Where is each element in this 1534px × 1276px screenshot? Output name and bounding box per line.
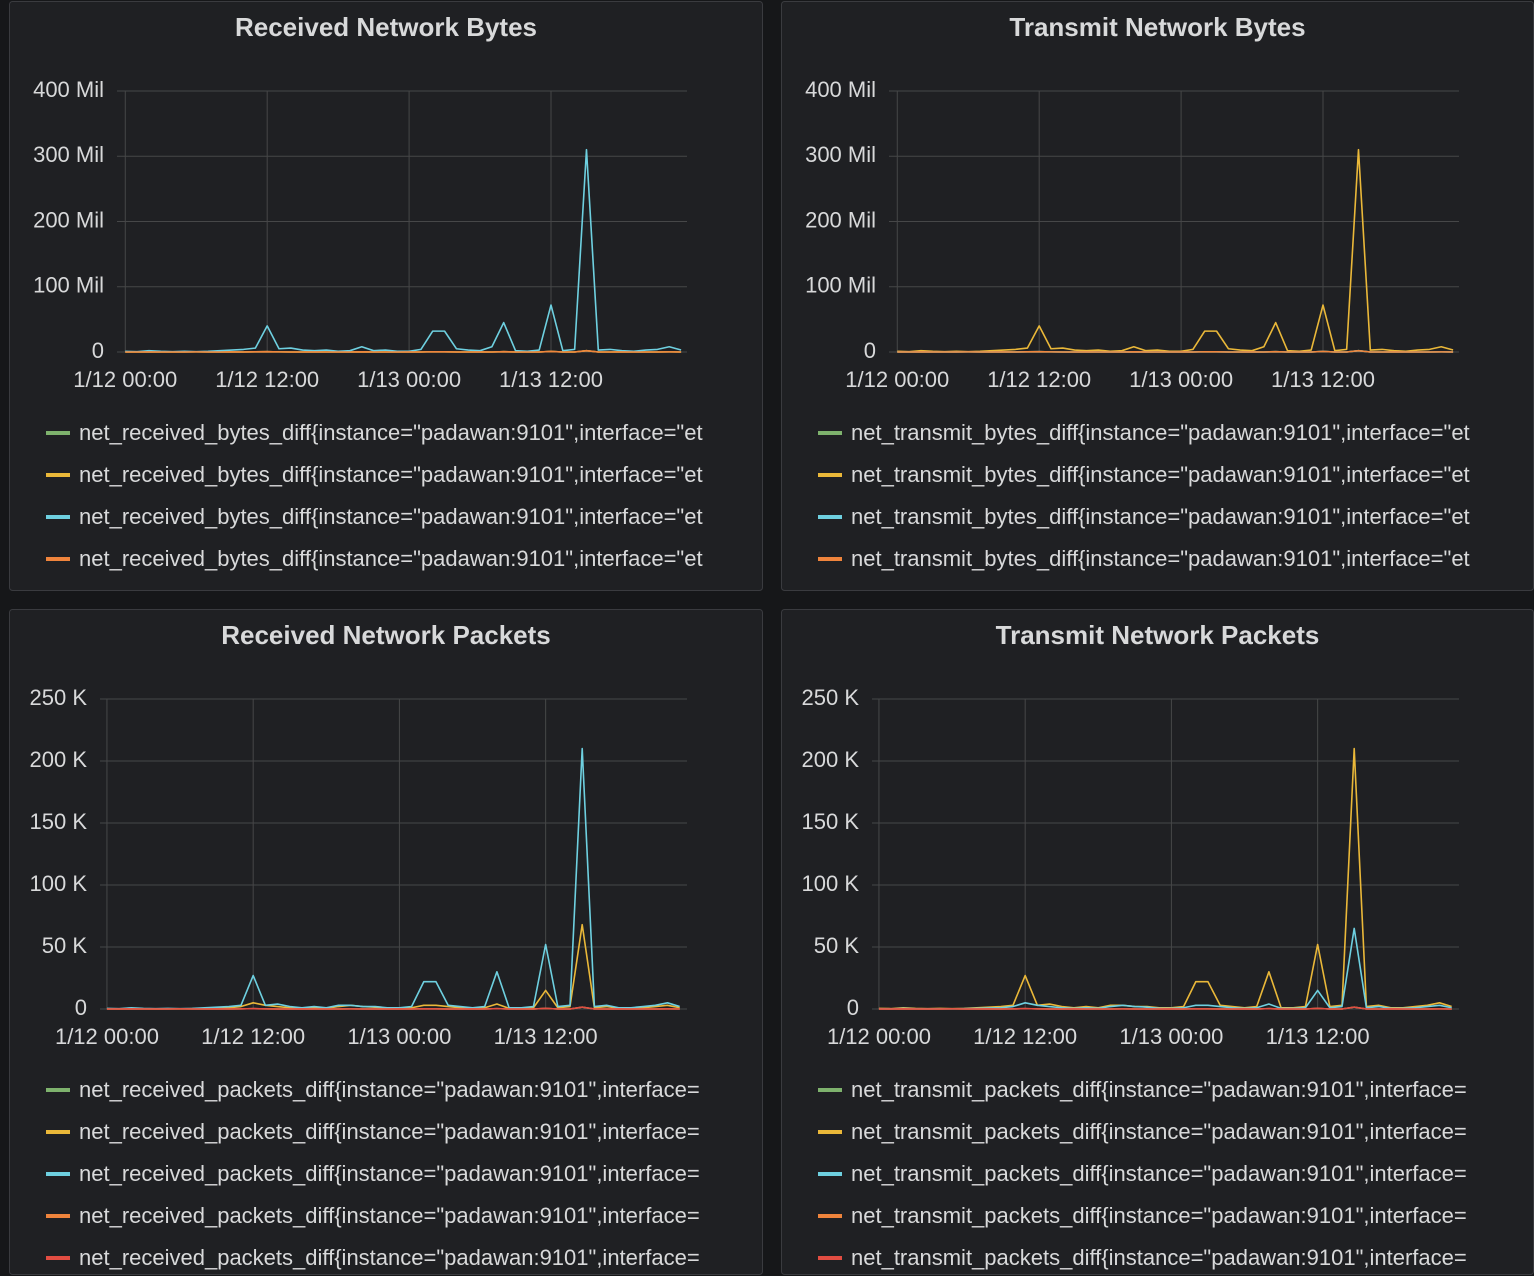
y-tick-label: 0 xyxy=(75,995,87,1020)
y-tick-label: 0 xyxy=(864,338,876,363)
y-tick-label: 0 xyxy=(847,995,859,1020)
panel-content: Transmit Network Packets 0 50 K 100 K 150 K 2… xyxy=(802,620,1467,1270)
panel: Transmit Network Packets 0 50 K 100 K 150 K 2… xyxy=(781,609,1534,1275)
legend-entry: net_received_bytes_diff{instance="padawa… xyxy=(79,504,703,529)
legend-entry: net_transmit_packets_diff{instance="pada… xyxy=(851,1077,1467,1102)
y-tick-label: 50 K xyxy=(814,933,860,958)
legend-entry: net_transmit_bytes_diff{instance="padawa… xyxy=(851,462,1470,487)
y-tick-label: 50 K xyxy=(42,933,88,958)
y-tick-label: 300 Mil xyxy=(805,142,876,167)
legend-entry: net_transmit_packets_diff{instance="pada… xyxy=(851,1245,1467,1270)
plot-area xyxy=(897,148,1454,353)
x-tick-label: 1/12 00:00 xyxy=(73,367,177,392)
panel-content: Transmit Network Bytes 0 100 Mil 200 Mil 300… xyxy=(805,12,1470,571)
panel: Transmit Network Bytes 0 100 Mil 200 Mil 300… xyxy=(781,1,1534,591)
panel-title: Transmit Network Bytes xyxy=(1009,12,1305,42)
x-tick-label: 1/13 12:00 xyxy=(1266,1024,1370,1049)
x-tick-label: 1/12 00:00 xyxy=(827,1024,931,1049)
legend-entry: net_received_bytes_diff{instance="padawa… xyxy=(79,462,703,487)
plot-area xyxy=(878,747,1452,1010)
legend-entry: net_received_bytes_diff{instance="padawa… xyxy=(79,546,703,571)
y-tick-label: 250 K xyxy=(802,685,860,710)
x-tick-label: 1/12 00:00 xyxy=(55,1024,159,1049)
panel-title: Transmit Network Packets xyxy=(996,620,1320,650)
legend-entry: net_received_packets_diff{instance="pada… xyxy=(79,1161,700,1186)
legend-entry: net_received_packets_diff{instance="pada… xyxy=(79,1203,700,1228)
panel-background xyxy=(781,1,1534,591)
panel-content: Received Network Bytes 0 100 Mil 200 Mil 300… xyxy=(33,12,703,571)
y-tick-label: 300 Mil xyxy=(33,142,104,167)
x-tick-label: 1/13 00:00 xyxy=(1129,367,1233,392)
legend-entry: net_received_packets_diff{instance="pada… xyxy=(79,1245,700,1270)
legend-entry: net_transmit_packets_diff{instance="pada… xyxy=(851,1203,1467,1228)
y-tick-label: 150 K xyxy=(802,809,860,834)
x-tick-label: 1/13 12:00 xyxy=(1271,367,1375,392)
y-tick-label: 100 K xyxy=(802,871,860,896)
series-line xyxy=(106,747,680,1010)
plot-area xyxy=(106,747,680,1010)
panel-title: Received Network Bytes xyxy=(235,12,537,42)
legend-entry: net_received_packets_diff{instance="pada… xyxy=(79,1119,700,1144)
y-tick-label: 150 K xyxy=(30,809,88,834)
panel-background xyxy=(9,609,763,1275)
y-tick-label: 200 Mil xyxy=(33,207,104,232)
y-tick-label: 400 Mil xyxy=(33,77,104,102)
y-tick-label: 200 Mil xyxy=(805,207,876,232)
series-line xyxy=(125,349,682,353)
plot-area xyxy=(125,148,682,353)
series-line xyxy=(897,349,1454,353)
y-tick-label: 100 K xyxy=(30,871,88,896)
y-tick-label: 100 Mil xyxy=(33,273,104,298)
y-tick-label: 200 K xyxy=(30,747,88,772)
legend-entry: net_transmit_bytes_diff{instance="padawa… xyxy=(851,420,1470,445)
legend-entry: net_transmit_packets_diff{instance="pada… xyxy=(851,1161,1467,1186)
x-tick-label: 1/13 00:00 xyxy=(347,1024,451,1049)
x-tick-label: 1/12 12:00 xyxy=(987,367,1091,392)
legend-entry: net_received_bytes_diff{instance="padawa… xyxy=(79,420,703,445)
y-tick-label: 100 Mil xyxy=(805,273,876,298)
y-tick-label: 0 xyxy=(92,338,104,363)
panel-content: Received Network Packets 0 50 K 100 K 150 K 2… xyxy=(30,620,700,1270)
x-tick-label: 1/12 12:00 xyxy=(973,1024,1077,1049)
x-tick-label: 1/13 00:00 xyxy=(1119,1024,1223,1049)
legend-entry: net_transmit_packets_diff{instance="pada… xyxy=(851,1119,1467,1144)
panel-title: Received Network Packets xyxy=(221,620,551,650)
x-tick-label: 1/12 12:00 xyxy=(201,1024,305,1049)
legend-entry: net_transmit_bytes_diff{instance="padawa… xyxy=(851,546,1470,571)
series-line xyxy=(878,1006,1452,1010)
legend-entry: net_transmit_bytes_diff{instance="padawa… xyxy=(851,504,1470,529)
legend-entry: net_received_packets_diff{instance="pada… xyxy=(79,1077,700,1102)
x-tick-label: 1/12 12:00 xyxy=(215,367,319,392)
x-tick-label: 1/13 12:00 xyxy=(499,367,603,392)
x-tick-label: 1/12 00:00 xyxy=(845,367,949,392)
y-tick-label: 250 K xyxy=(30,685,88,710)
series-line xyxy=(106,1006,680,1010)
x-tick-label: 1/13 00:00 xyxy=(357,367,461,392)
y-tick-label: 200 K xyxy=(802,747,860,772)
x-tick-label: 1/13 12:00 xyxy=(494,1024,598,1049)
panel-background xyxy=(9,1,763,591)
panel: Received Network Bytes 0 100 Mil 200 Mil 300… xyxy=(9,1,763,591)
panel: Received Network Packets 0 50 K 100 K 150 K 2… xyxy=(9,609,763,1275)
y-tick-label: 400 Mil xyxy=(805,77,876,102)
